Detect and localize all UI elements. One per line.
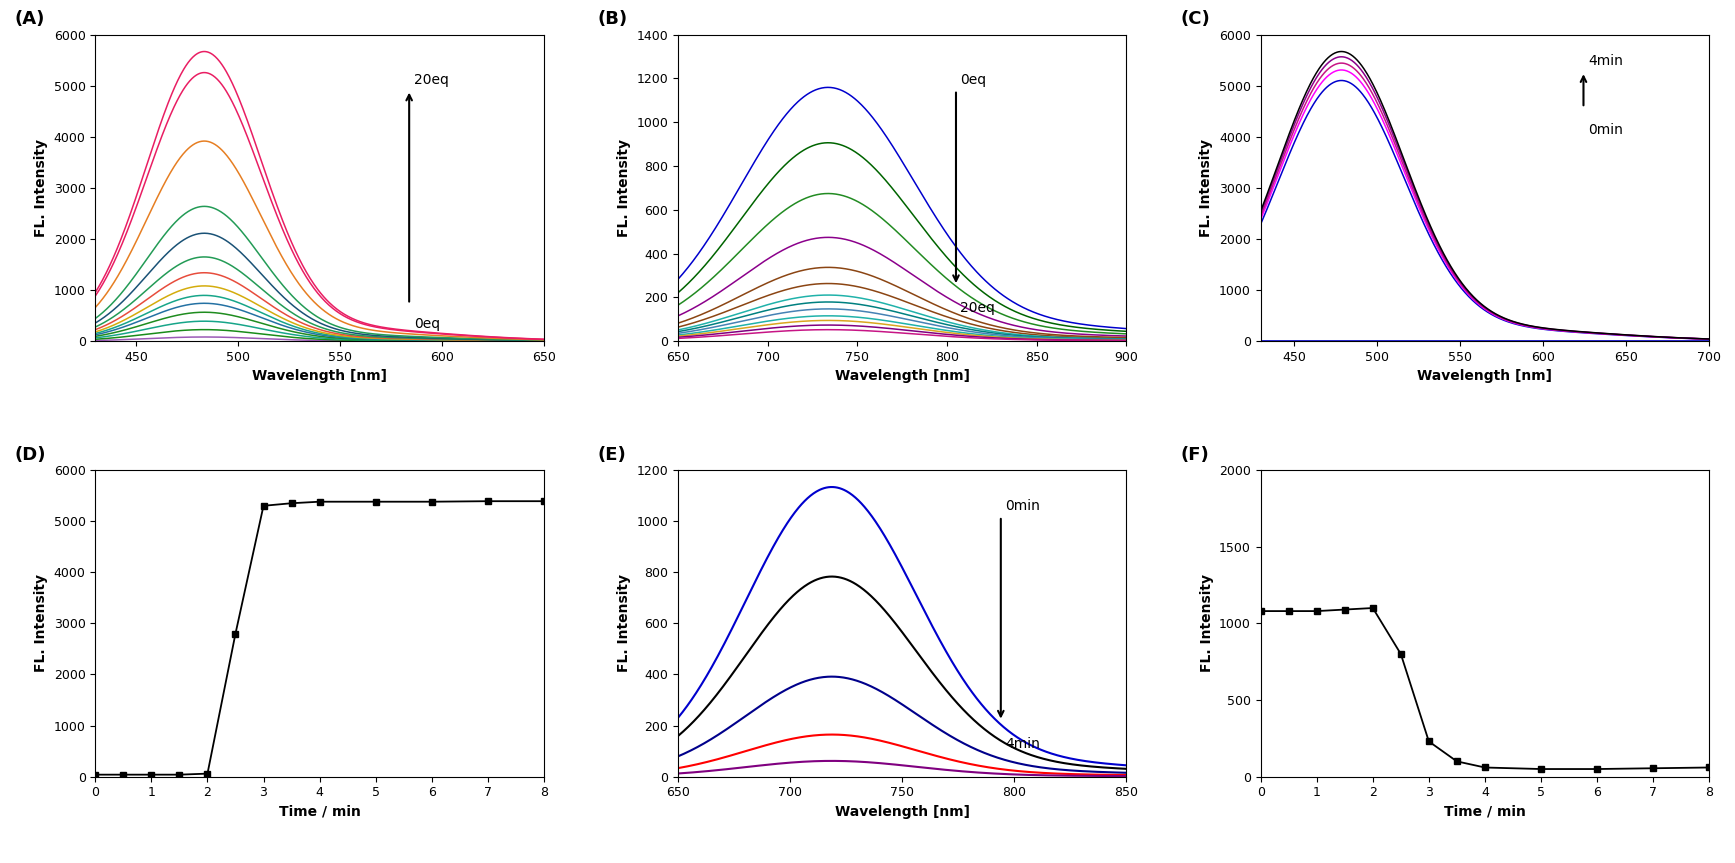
Y-axis label: FL. Intensity: FL. Intensity [618,575,632,672]
Text: (E): (E) [597,446,626,464]
Text: 4min: 4min [1588,54,1622,68]
Text: (A): (A) [16,10,45,28]
Y-axis label: FL. Intensity: FL. Intensity [618,139,632,236]
X-axis label: Time / min: Time / min [1444,805,1525,819]
Y-axis label: FL. Intensity: FL. Intensity [35,139,49,236]
Y-axis label: FL. Intensity: FL. Intensity [1199,575,1213,672]
X-axis label: Time / min: Time / min [279,805,361,819]
Text: 4min: 4min [1005,737,1041,751]
Text: 0eq: 0eq [961,72,987,86]
Text: 0min: 0min [1588,123,1622,137]
X-axis label: Wavelength [nm]: Wavelength [nm] [252,369,387,383]
Text: (F): (F) [1180,446,1209,464]
Text: 0eq: 0eq [413,317,439,331]
X-axis label: Wavelength [nm]: Wavelength [nm] [835,805,970,819]
X-axis label: Wavelength [nm]: Wavelength [nm] [1417,369,1553,383]
Text: (B): (B) [597,10,628,28]
Text: 20eq: 20eq [413,72,449,86]
Text: 0min: 0min [1005,499,1041,513]
Text: (D): (D) [16,446,47,464]
Y-axis label: FL. Intensity: FL. Intensity [1199,139,1213,236]
Y-axis label: FL. Intensity: FL. Intensity [35,575,49,672]
X-axis label: Wavelength [nm]: Wavelength [nm] [835,369,970,383]
Text: 20eq: 20eq [961,301,996,315]
Text: (C): (C) [1180,10,1209,28]
